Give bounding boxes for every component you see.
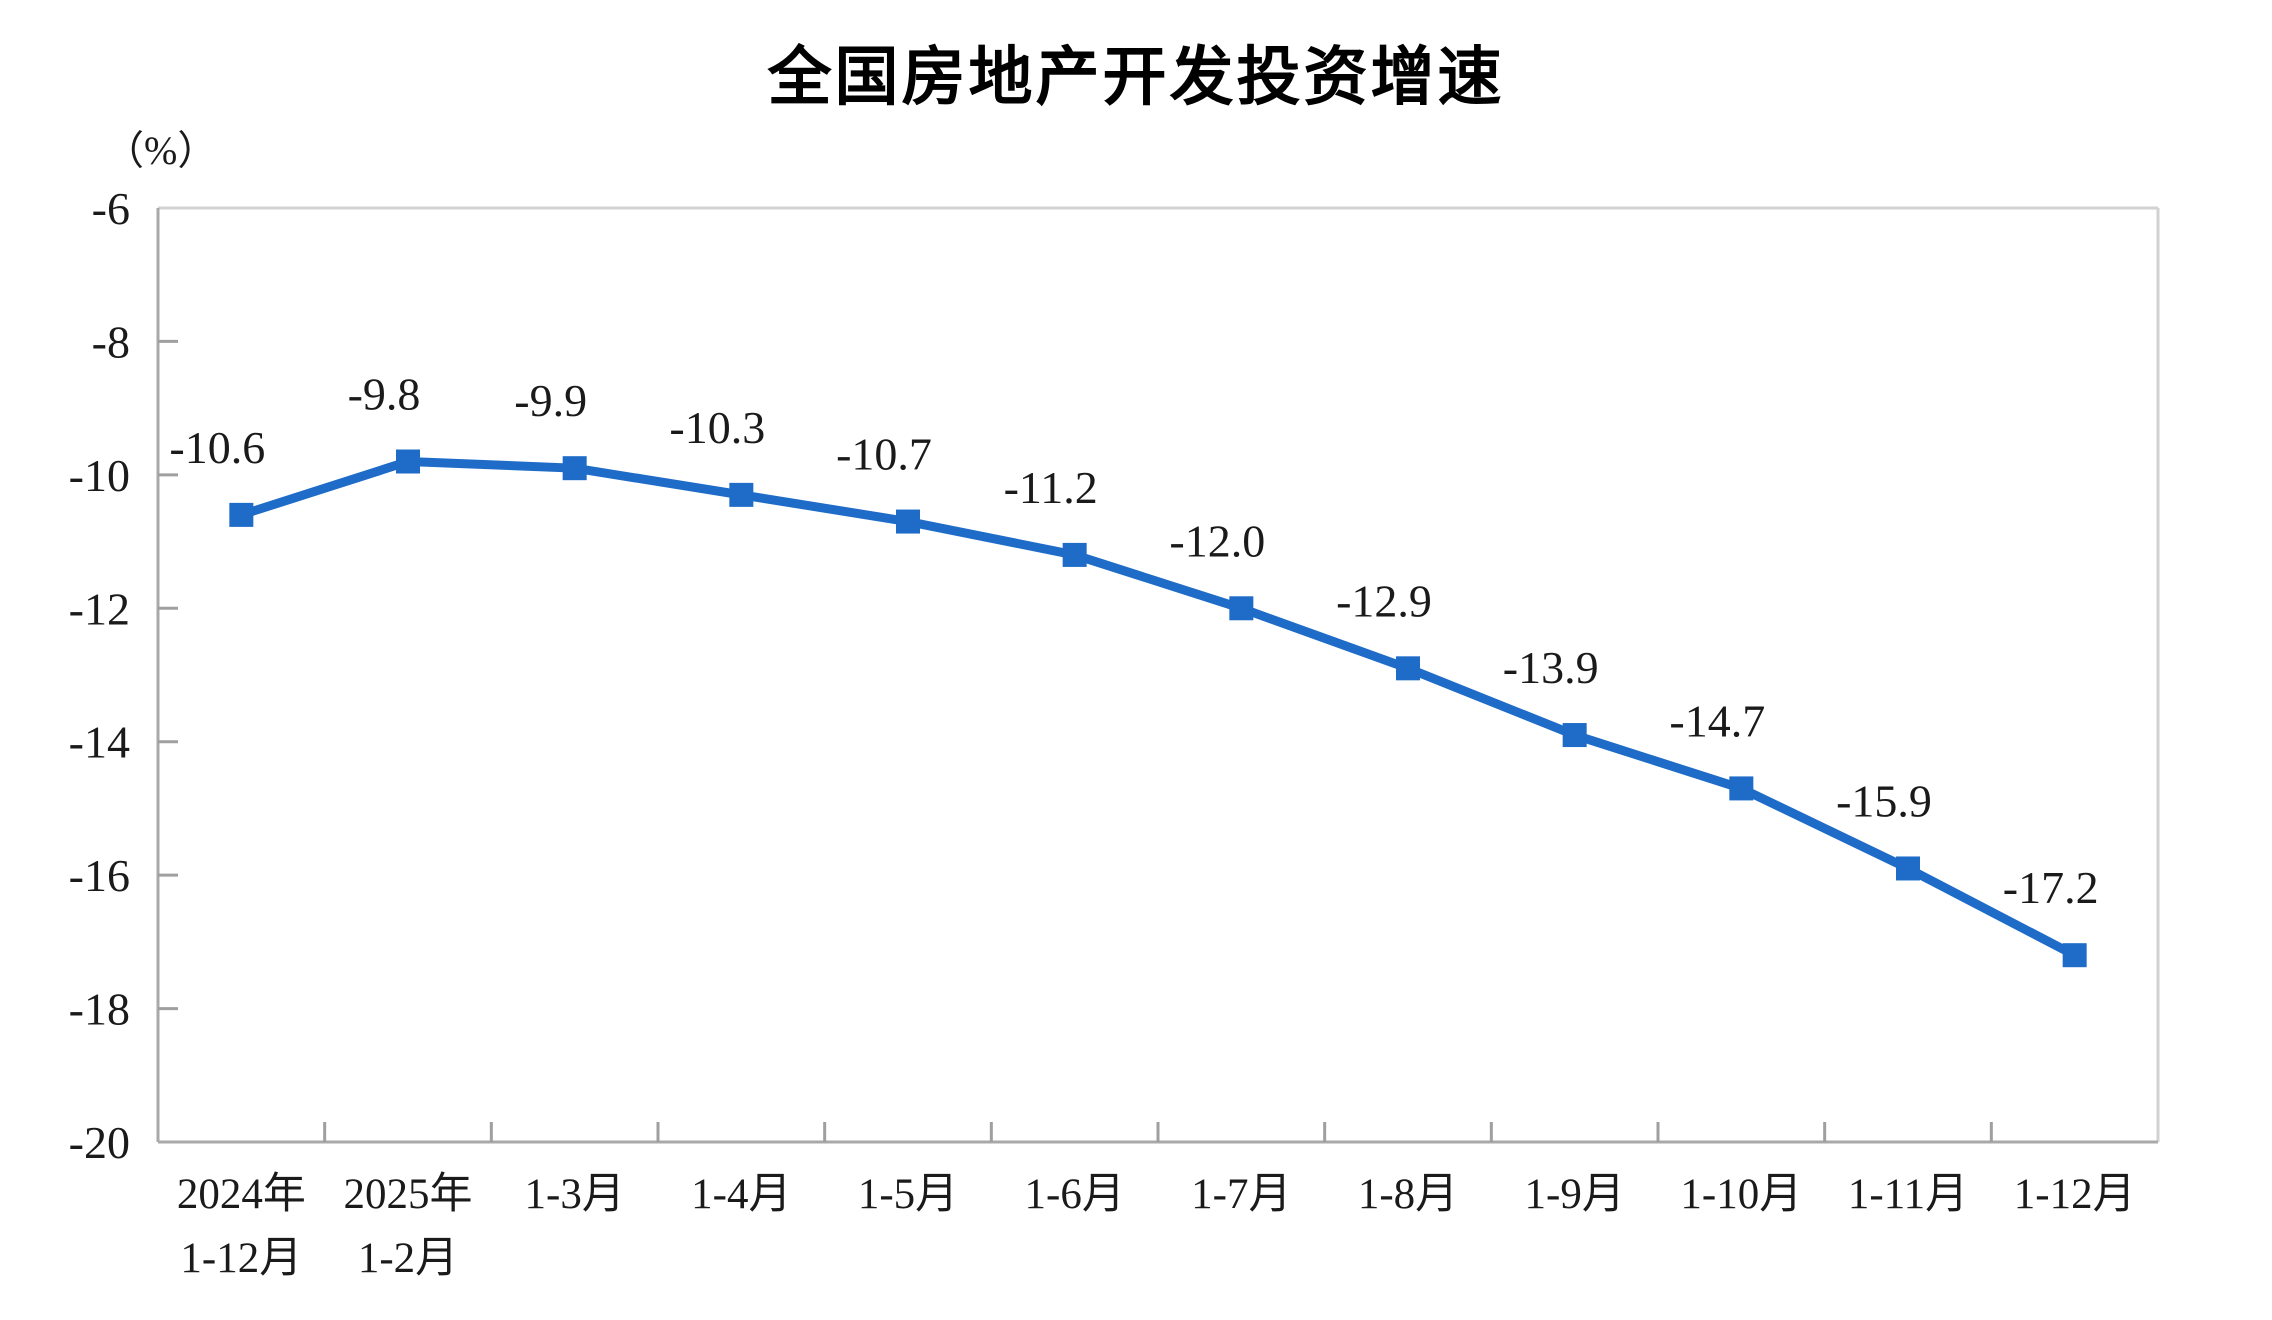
x-axis-category-label: 2025年 <box>344 1171 473 1218</box>
data-point-marker <box>1896 856 1920 881</box>
data-point-label: -11.2 <box>1004 462 1098 513</box>
data-point-marker <box>562 456 587 481</box>
y-axis-tick-label: -20 <box>69 1117 130 1168</box>
y-axis-tick-label: -6 <box>92 183 130 234</box>
y-axis-tick-label: -14 <box>69 717 130 768</box>
data-point-label: -12.9 <box>1336 575 1432 626</box>
data-point-marker <box>229 502 254 527</box>
data-point-marker <box>1062 542 1087 567</box>
y-axis-tick-label: -16 <box>69 850 130 901</box>
data-point-marker <box>1396 656 1420 681</box>
x-axis-category-label: 1-12月 <box>2014 1171 2136 1218</box>
chart-title: 全国房地产开发投资增速 <box>767 41 1505 113</box>
data-point-marker <box>1562 723 1587 748</box>
data-point-label: -10.6 <box>169 422 265 473</box>
data-point-marker <box>2062 943 2087 968</box>
data-point-label: -15.9 <box>1836 775 1932 826</box>
series-line <box>236 457 2080 960</box>
x-axis-category-label: 1-5月 <box>858 1171 958 1218</box>
y-axis-tick-label: -10 <box>69 450 130 501</box>
data-point-label: -14.7 <box>1669 695 1765 746</box>
y-axis-tick-label: -18 <box>69 984 130 1035</box>
data-point-label: -9.8 <box>348 369 421 420</box>
data-point-marker <box>1729 776 1754 801</box>
data-point-label: -12.0 <box>1169 515 1265 566</box>
data-point-label: -10.7 <box>836 429 932 480</box>
y-axis-tick-label: -12 <box>69 583 130 634</box>
data-point-label: -10.3 <box>669 402 765 453</box>
x-axis-category-label: 1-8月 <box>1358 1171 1458 1218</box>
x-axis-category-label: 1-12月 <box>180 1235 302 1282</box>
y-axis-tick-label: -8 <box>92 316 130 367</box>
x-axis-category-label: 1-11月 <box>1848 1171 1968 1218</box>
data-point-marker <box>896 509 920 534</box>
x-axis-category-label: 1-7月 <box>1191 1171 1291 1218</box>
x-axis-category-label: 1-2月 <box>358 1235 458 1282</box>
x-axis-category-label: 1-4月 <box>691 1171 791 1218</box>
data-point-label: -17.2 <box>2003 862 2099 913</box>
data-point-label: -9.9 <box>514 375 587 426</box>
y-axis-unit-label: （%） <box>104 128 218 173</box>
x-axis-category-label: 1-3月 <box>525 1171 625 1218</box>
x-axis-category-label: 1-9月 <box>1525 1171 1625 1218</box>
data-point-marker <box>729 482 754 507</box>
data-point-marker <box>1229 596 1254 621</box>
data-point-label: -13.9 <box>1503 642 1599 693</box>
x-axis-category-label: 2024年 <box>177 1171 306 1218</box>
x-axis-category-label: 1-6月 <box>1025 1171 1125 1218</box>
data-point-marker <box>396 449 420 474</box>
x-axis-category-label: 1-10月 <box>1680 1171 1802 1218</box>
